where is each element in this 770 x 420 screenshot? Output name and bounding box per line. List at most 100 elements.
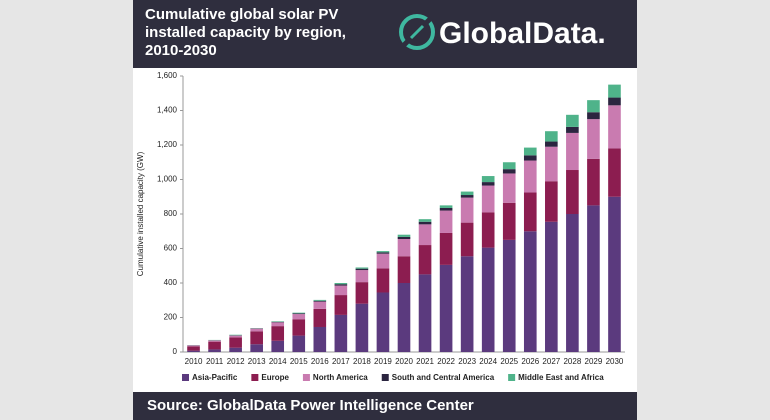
bar-segment <box>418 274 432 352</box>
chart: Cumulative installed capacity (GW) 0 200 40… <box>136 71 625 382</box>
bar-segment <box>187 346 200 351</box>
x-tick-label: 2014 <box>269 357 287 366</box>
bar-segment <box>523 160 537 193</box>
bar-segment <box>439 264 453 352</box>
logo-icon <box>409 24 425 40</box>
bar-segment <box>376 253 390 269</box>
x-tick-label: 2022 <box>437 357 455 366</box>
x-tick-label: 2024 <box>479 357 497 366</box>
logo: GlobalData. <box>399 14 606 50</box>
bar-segment <box>523 192 537 232</box>
bar-segment <box>439 205 453 208</box>
x-tick-label: 2023 <box>458 357 476 366</box>
y-tick-label: 1,400 <box>157 106 178 115</box>
bar-segment <box>187 350 200 352</box>
x-tick-label: 2027 <box>542 357 560 366</box>
bar-segment <box>271 340 285 352</box>
bar-segment <box>397 234 411 237</box>
bar-segment <box>292 314 306 320</box>
bar-segment <box>545 131 558 142</box>
bar-segment <box>587 158 600 206</box>
y-axis-label: Cumulative installed capacity (GW) <box>136 151 145 276</box>
legend-label: Europe <box>261 373 289 382</box>
x-tick-label: 2028 <box>563 357 581 366</box>
bar-segment <box>187 345 200 347</box>
bar-segment <box>292 335 306 352</box>
bar-segment <box>418 221 432 225</box>
x-tick-label: 2021 <box>416 357 434 366</box>
bar-segment <box>376 252 390 254</box>
bar-segment <box>250 331 263 345</box>
x-tick-label: 2020 <box>395 357 413 366</box>
bar-segment <box>545 146 558 182</box>
legend-swatch <box>381 374 389 381</box>
bar-segment <box>566 214 579 352</box>
bar-segment <box>460 256 474 352</box>
bar-segment <box>523 155 537 161</box>
bar-segment <box>208 349 221 352</box>
bar-segment <box>566 126 579 133</box>
bar-segment <box>292 319 306 336</box>
bar-segment <box>608 148 621 197</box>
legend-label: Middle East and Africa <box>518 373 604 382</box>
x-tick-label: 2013 <box>248 357 266 366</box>
bar-segment <box>460 197 474 223</box>
bar-segment <box>481 185 495 213</box>
x-tick-label: 2030 <box>606 357 624 366</box>
bar-segment <box>608 196 621 352</box>
bar-segment <box>229 337 242 348</box>
x-tick-label: 2012 <box>227 357 245 366</box>
y-tick-label: 0 <box>173 347 178 356</box>
bar-segment <box>208 340 221 342</box>
legend-swatch <box>251 374 259 381</box>
bar-segment <box>460 222 474 257</box>
bar-segment <box>587 112 600 120</box>
y-tick-label: 400 <box>164 278 178 287</box>
bar-segment <box>566 132 579 171</box>
bar-segment <box>271 321 285 323</box>
y-tick-label: 800 <box>164 209 178 218</box>
bar-segment <box>376 292 390 352</box>
bar-segment <box>292 312 306 314</box>
bar-segment <box>608 105 621 149</box>
bar-segment <box>376 251 390 253</box>
logo-icon <box>399 14 435 50</box>
bar-segment <box>250 328 263 332</box>
source: Source: GlobalData Power Intelligence Ce… <box>147 397 474 414</box>
panel: Cumulative global solar PV installed cap… <box>133 0 637 420</box>
bar-segment <box>334 285 348 296</box>
y-tick-label: 1,000 <box>157 175 178 184</box>
legend-label: North America <box>313 373 368 382</box>
bar-segment <box>208 341 221 350</box>
bar-segment <box>439 232 453 265</box>
bar-segment <box>608 84 621 98</box>
bar-segment <box>229 347 242 352</box>
bar-segment <box>313 308 327 327</box>
x-tick-label: 2026 <box>521 357 539 366</box>
bar-segment <box>355 268 369 271</box>
x-tick-label: 2017 <box>332 357 350 366</box>
bar-segment <box>545 221 558 352</box>
x-tick-label: 2010 <box>185 357 203 366</box>
y-tick-label: 1,600 <box>157 71 178 80</box>
bar-segment <box>313 300 327 302</box>
x-tick-label: 2029 <box>585 357 603 366</box>
bar-segment <box>418 224 432 246</box>
title: Cumulative global solar PV installed cap… <box>145 6 346 59</box>
legend-swatch <box>182 374 189 381</box>
x-tick-label: 2025 <box>500 357 518 366</box>
bar-segment <box>355 267 369 269</box>
bar-segment <box>481 176 495 183</box>
bar-segment <box>250 344 263 352</box>
bar-segment <box>355 282 369 304</box>
y-tick-label: 1,200 <box>157 140 178 149</box>
bar-segment <box>608 97 621 106</box>
bar-segment <box>313 301 327 309</box>
bar-segment <box>334 295 348 315</box>
logo-text: GlobalData. <box>439 17 606 50</box>
bar-segment <box>502 202 516 240</box>
bar-segment <box>587 100 600 113</box>
bar-segment <box>334 284 348 286</box>
bar-segment <box>587 119 600 159</box>
bar-segment <box>460 195 474 198</box>
